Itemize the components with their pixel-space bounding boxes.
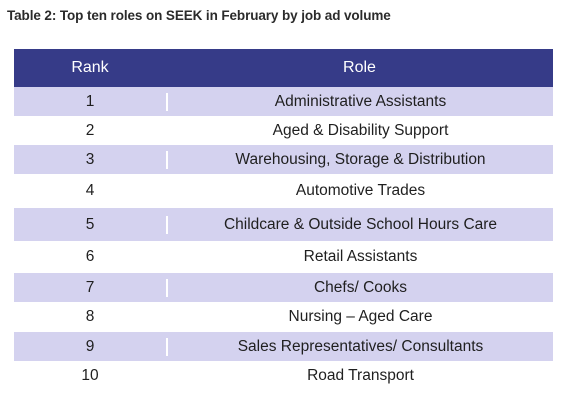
column-header-role: Role: [343, 59, 376, 76]
rank-cell: 5: [14, 215, 168, 234]
rank-cell: 10: [81, 367, 99, 384]
role-cell: Sales Representatives/ Consultants: [237, 337, 484, 355]
column-header-rank: Rank: [71, 59, 109, 76]
role-cell: Retail Assistants: [303, 248, 418, 265]
table-row: 2 Aged & Disability Support: [14, 116, 553, 145]
rank-cell: 8: [85, 308, 95, 325]
table-row: 8 Nursing – Aged Care: [14, 302, 553, 332]
table-body: 1 Administrative Assistants 2 Aged & Dis…: [14, 87, 553, 391]
role-cell: Road Transport: [307, 367, 414, 384]
rank-cell: 2: [85, 121, 95, 139]
role-cell: Administrative Assistants: [274, 92, 447, 110]
top-roles-table: Rank Role 1 Administrative Assistants 2 …: [14, 49, 553, 391]
table-header: Rank Role: [14, 49, 553, 87]
role-cell: Warehousing, Storage & Distribution: [235, 150, 486, 168]
rank-cell: 7: [14, 278, 168, 297]
table-row: 6 Retail Assistants: [14, 241, 553, 273]
table-row: 3 Warehousing, Storage & Distribution: [14, 145, 553, 174]
rank-cell: 9: [14, 337, 168, 356]
rank-cell: 4: [85, 182, 95, 199]
table-row: 1 Administrative Assistants: [14, 87, 553, 116]
role-cell: Automotive Trades: [295, 182, 426, 199]
table-row: 7 Chefs/ Cooks: [14, 273, 553, 302]
table-row: 4 Automotive Trades: [14, 174, 553, 208]
rank-cell: 3: [14, 150, 168, 169]
table-row: 9 Sales Representatives/ Consultants: [14, 332, 553, 361]
table-row: 5 Childcare & Outside School Hours Care: [14, 208, 553, 241]
table-row: 10 Road Transport: [14, 361, 553, 391]
role-cell: Nursing – Aged Care: [288, 308, 433, 325]
role-cell: Childcare & Outside School Hours Care: [223, 215, 498, 233]
rank-cell: 6: [85, 248, 95, 265]
role-cell: Chefs/ Cooks: [313, 278, 408, 296]
table-caption: Table 2: Top ten roles on SEEK in Februa…: [7, 8, 391, 23]
rank-cell: 1: [14, 92, 168, 111]
role-cell: Aged & Disability Support: [272, 121, 449, 139]
